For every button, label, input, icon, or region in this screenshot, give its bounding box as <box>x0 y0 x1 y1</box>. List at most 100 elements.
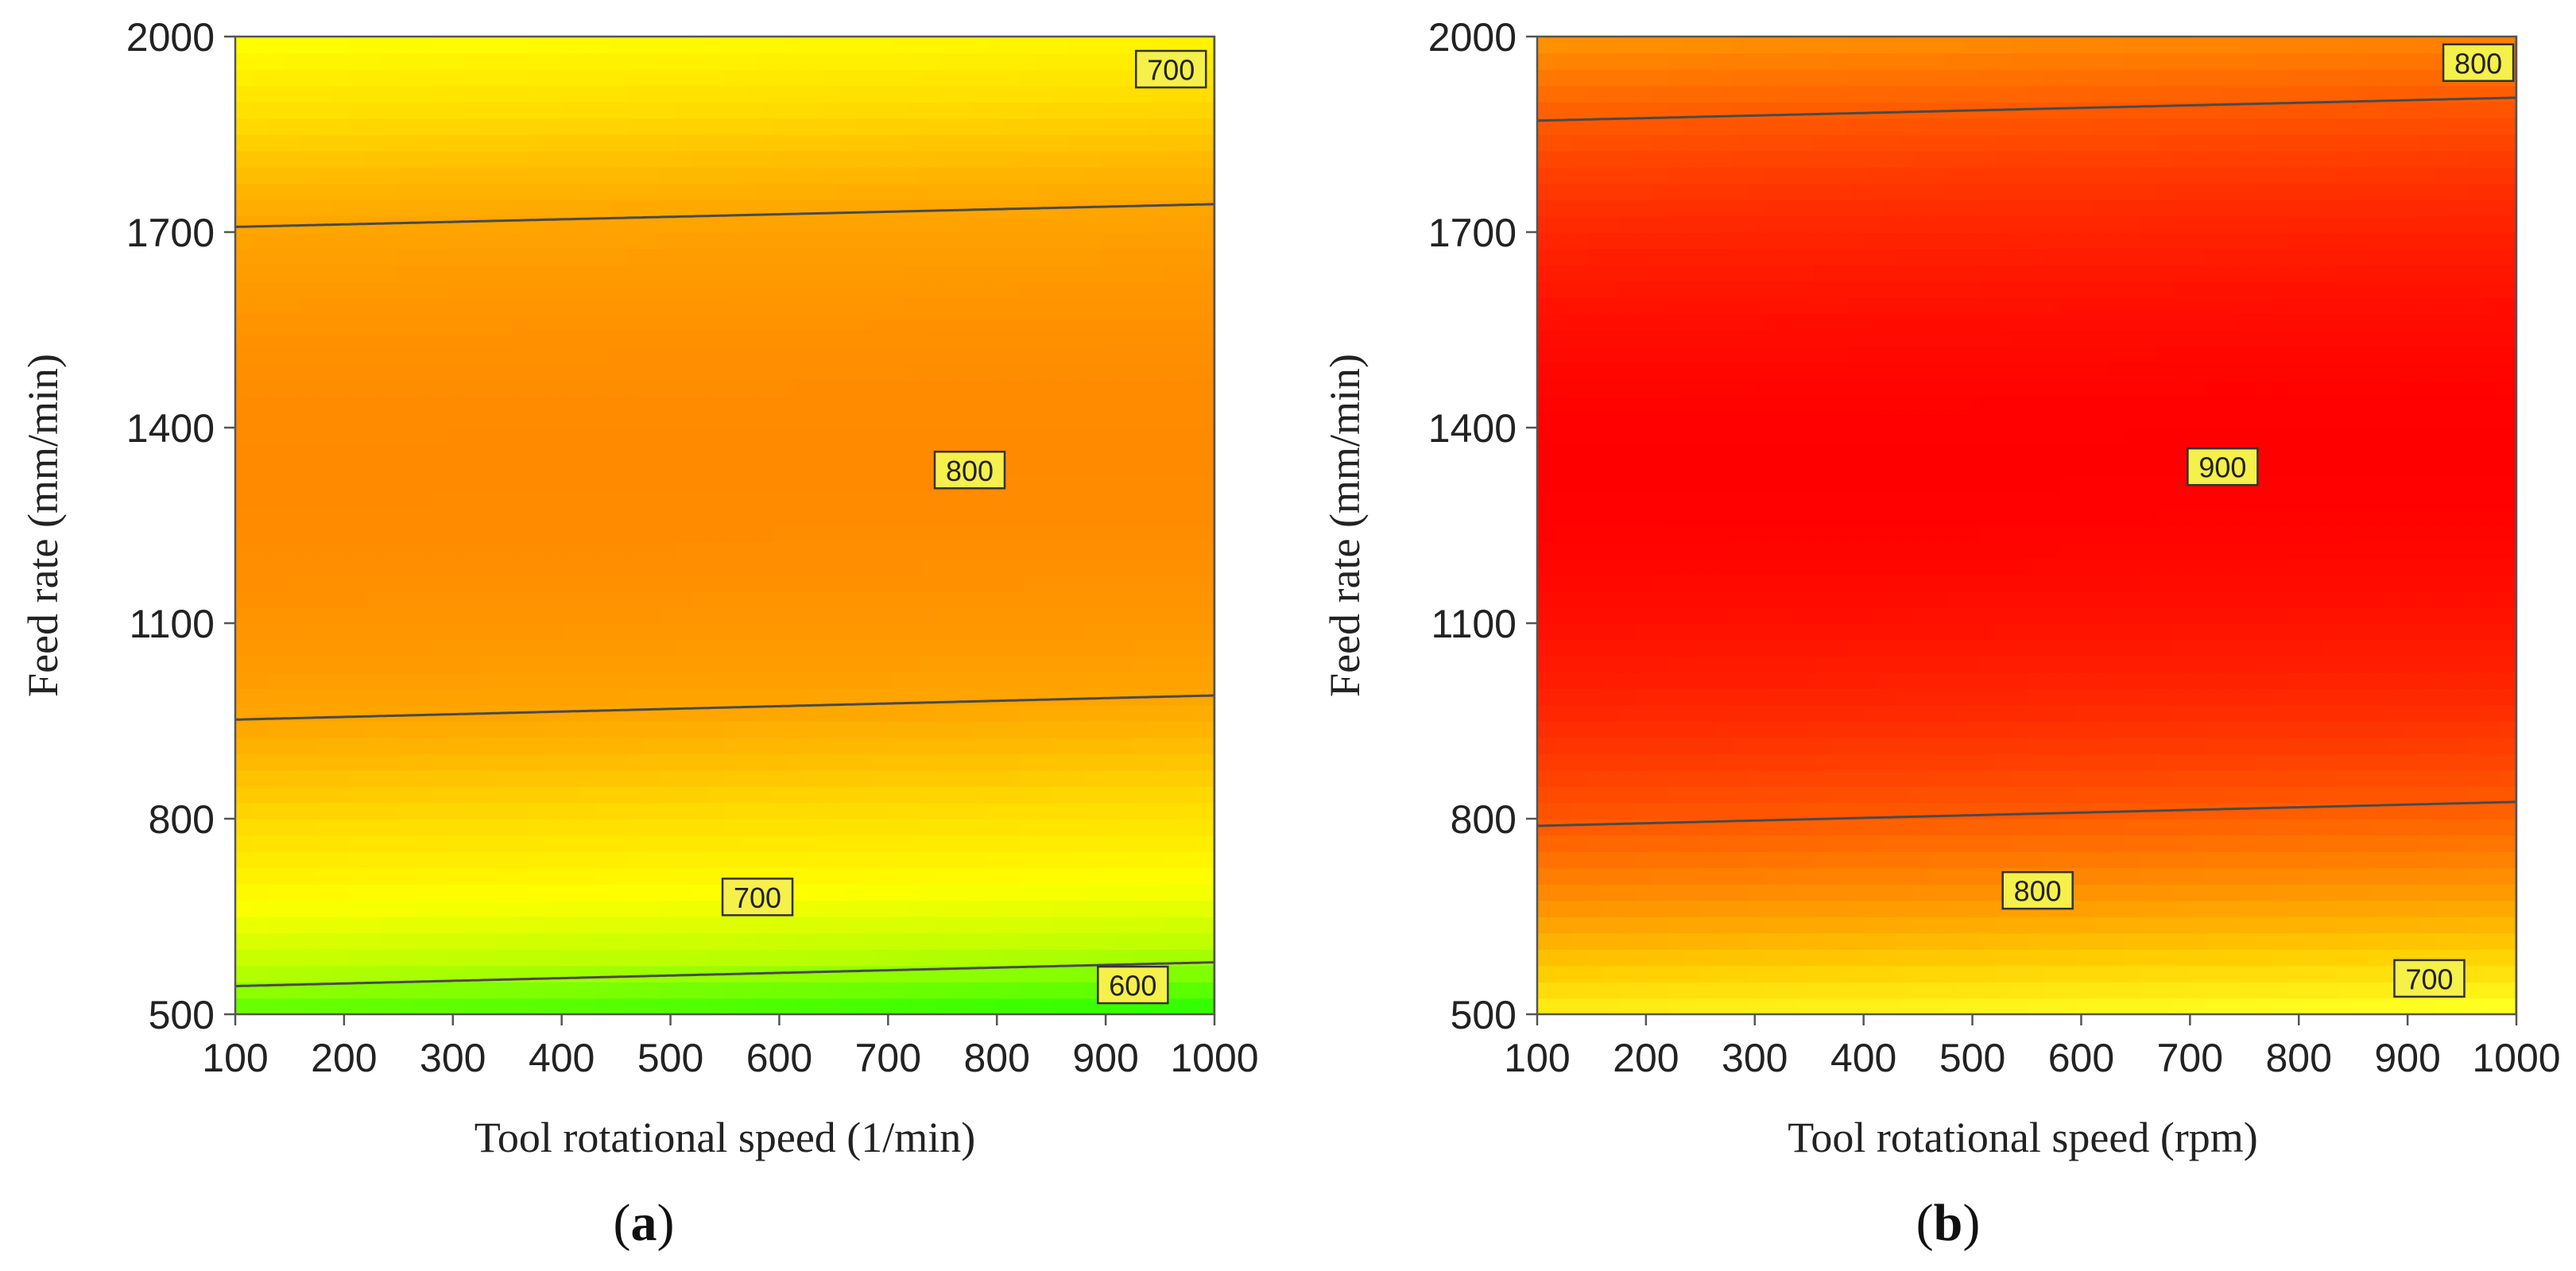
heat-cell <box>251 688 269 706</box>
heat-cell <box>855 118 873 135</box>
heat-cell <box>1978 786 1995 804</box>
heat-cell <box>790 460 808 478</box>
heat-cell <box>480 606 498 624</box>
heat-cell <box>904 265 922 282</box>
heat-cell <box>529 248 546 265</box>
heat-cell <box>398 574 416 591</box>
heat-cell <box>463 378 481 396</box>
heat-cell <box>561 623 579 641</box>
heat-cell <box>398 819 416 836</box>
heat-cell <box>953 167 970 184</box>
heat-cell <box>610 574 628 591</box>
heat-cell <box>398 672 416 689</box>
heat-cell <box>725 754 742 771</box>
heat-cell <box>1051 428 1068 445</box>
heat-cell <box>2190 949 2207 967</box>
heat-cell <box>349 167 367 184</box>
heat-cell <box>251 932 269 950</box>
heat-cell <box>447 916 465 934</box>
heat-cell <box>382 444 400 461</box>
heat-cell <box>578 85 595 103</box>
heat-cell <box>2287 916 2305 934</box>
heat-cell <box>708 37 726 54</box>
heat-cell <box>2125 982 2142 999</box>
heat-cell <box>806 297 823 315</box>
heat-cell <box>790 932 808 950</box>
heat-cell <box>1018 916 1036 934</box>
heat-cell <box>578 183 595 200</box>
heat-cell <box>2500 786 2516 804</box>
heat-cell <box>431 444 448 461</box>
heat-cell <box>871 998 889 1014</box>
heat-cell <box>610 52 628 70</box>
heat-cell <box>643 982 660 999</box>
heat-cell <box>806 721 823 738</box>
heat-cell <box>1165 623 1183 641</box>
heat-cell <box>1181 704 1199 722</box>
heat-cell <box>1133 493 1150 510</box>
heat-cell <box>643 200 660 217</box>
heat-cell <box>268 835 285 852</box>
heat-cell <box>953 916 970 934</box>
heat-cell <box>725 248 742 265</box>
heat-cell <box>773 688 791 706</box>
heat-cell <box>513 769 530 787</box>
heat-cell <box>235 52 253 70</box>
heat-cell <box>529 428 546 445</box>
heat-cell <box>806 982 823 999</box>
heat-cell <box>414 215 432 233</box>
heat-cell <box>447 558 465 575</box>
heat-cell <box>936 281 955 298</box>
heat-cell <box>382 411 400 428</box>
heat-cell <box>2238 835 2256 852</box>
heat-cell <box>626 493 645 510</box>
heat-cell <box>235 411 253 428</box>
heat-cell <box>1537 737 1555 754</box>
heat-cell <box>643 932 660 950</box>
heat-cell <box>2108 737 2125 754</box>
heat-cell <box>1847 769 1865 787</box>
heat-cell <box>447 606 465 624</box>
heat-cell <box>1083 819 1102 836</box>
heat-cell <box>1083 884 1102 901</box>
heat-cell <box>1749 688 1767 706</box>
heat-cell <box>610 134 628 152</box>
heat-cell <box>594 982 612 999</box>
heat-cell <box>1716 721 1734 738</box>
heat-cell <box>2206 851 2224 869</box>
heat-cell <box>2157 949 2175 967</box>
heat-cell <box>741 265 758 282</box>
heat-cell <box>414 476 432 494</box>
heat-cell <box>691 786 710 804</box>
heat-cell <box>1683 737 1702 754</box>
heat-cell <box>1733 998 1750 1014</box>
heat-cell <box>1035 900 1052 917</box>
heat-cell <box>414 591 432 608</box>
heat-cell <box>659 200 677 217</box>
heat-cell <box>2402 998 2419 1014</box>
heat-cell <box>268 200 285 217</box>
heat-cell <box>823 313 840 331</box>
heat-cell <box>594 215 612 233</box>
heat-cell <box>2385 900 2404 917</box>
heat-cell <box>986 704 1003 722</box>
heat-cell <box>1067 411 1085 428</box>
heat-cell <box>594 69 612 87</box>
heat-cell <box>871 330 889 347</box>
heat-cell <box>1602 965 1620 982</box>
heat-cell <box>920 819 938 836</box>
heat-cell <box>2206 656 2224 673</box>
heat-cell <box>1815 835 1832 852</box>
heat-cell <box>284 281 301 298</box>
heat-cell <box>1586 949 1603 967</box>
heat-cell <box>708 835 726 852</box>
heat-cell <box>1863 900 1881 917</box>
heat-cell <box>790 313 808 331</box>
heat-cell <box>268 313 285 331</box>
heat-cell <box>2190 754 2207 771</box>
heat-cell <box>1782 900 1799 917</box>
heat-cell <box>2500 737 2516 754</box>
heat-cell <box>823 150 840 168</box>
heat-cell <box>1083 525 1102 543</box>
